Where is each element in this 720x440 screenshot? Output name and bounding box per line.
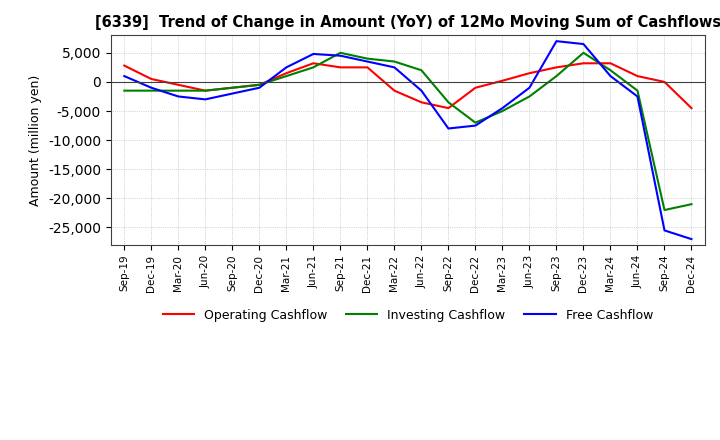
Free Cashflow bbox=[390, 65, 399, 70]
Free Cashflow bbox=[552, 39, 561, 44]
Operating Cashflow bbox=[309, 61, 318, 66]
Operating Cashflow bbox=[282, 70, 291, 76]
Free Cashflow bbox=[147, 85, 156, 90]
Free Cashflow bbox=[309, 51, 318, 57]
Operating Cashflow bbox=[336, 65, 345, 70]
Free Cashflow bbox=[120, 73, 129, 79]
Operating Cashflow bbox=[147, 77, 156, 82]
Operating Cashflow bbox=[390, 88, 399, 93]
Line: Free Cashflow: Free Cashflow bbox=[125, 41, 691, 239]
Title: [6339]  Trend of Change in Amount (YoY) of 12Mo Moving Sum of Cashflows: [6339] Trend of Change in Amount (YoY) o… bbox=[95, 15, 720, 30]
Investing Cashflow bbox=[174, 88, 183, 93]
Operating Cashflow bbox=[444, 106, 453, 111]
Investing Cashflow bbox=[201, 88, 210, 93]
Investing Cashflow bbox=[390, 59, 399, 64]
Operating Cashflow bbox=[498, 78, 507, 84]
Y-axis label: Amount (million yen): Amount (million yen) bbox=[30, 74, 42, 206]
Operating Cashflow bbox=[525, 70, 534, 76]
Investing Cashflow bbox=[552, 73, 561, 79]
Investing Cashflow bbox=[309, 65, 318, 70]
Investing Cashflow bbox=[147, 88, 156, 93]
Investing Cashflow bbox=[444, 99, 453, 105]
Investing Cashflow bbox=[606, 68, 615, 73]
Operating Cashflow bbox=[471, 85, 480, 90]
Operating Cashflow bbox=[687, 106, 696, 111]
Operating Cashflow bbox=[174, 82, 183, 88]
Line: Operating Cashflow: Operating Cashflow bbox=[125, 63, 691, 108]
Free Cashflow bbox=[444, 126, 453, 131]
Free Cashflow bbox=[417, 88, 426, 93]
Investing Cashflow bbox=[417, 68, 426, 73]
Free Cashflow bbox=[471, 123, 480, 128]
Free Cashflow bbox=[282, 65, 291, 70]
Operating Cashflow bbox=[417, 99, 426, 105]
Free Cashflow bbox=[660, 228, 669, 233]
Free Cashflow bbox=[579, 41, 588, 47]
Investing Cashflow bbox=[471, 120, 480, 125]
Free Cashflow bbox=[255, 85, 264, 90]
Legend: Operating Cashflow, Investing Cashflow, Free Cashflow: Operating Cashflow, Investing Cashflow, … bbox=[158, 304, 658, 327]
Investing Cashflow bbox=[498, 108, 507, 114]
Operating Cashflow bbox=[660, 79, 669, 84]
Operating Cashflow bbox=[255, 82, 264, 88]
Operating Cashflow bbox=[120, 63, 129, 68]
Investing Cashflow bbox=[633, 88, 642, 93]
Investing Cashflow bbox=[525, 94, 534, 99]
Investing Cashflow bbox=[579, 50, 588, 55]
Operating Cashflow bbox=[606, 61, 615, 66]
Free Cashflow bbox=[525, 85, 534, 90]
Investing Cashflow bbox=[282, 73, 291, 79]
Free Cashflow bbox=[363, 59, 372, 64]
Free Cashflow bbox=[174, 94, 183, 99]
Free Cashflow bbox=[336, 53, 345, 59]
Investing Cashflow bbox=[228, 85, 237, 90]
Free Cashflow bbox=[498, 106, 507, 111]
Investing Cashflow bbox=[336, 50, 345, 55]
Free Cashflow bbox=[228, 91, 237, 96]
Free Cashflow bbox=[606, 73, 615, 79]
Line: Investing Cashflow: Investing Cashflow bbox=[125, 53, 691, 210]
Free Cashflow bbox=[201, 97, 210, 102]
Operating Cashflow bbox=[579, 61, 588, 66]
Investing Cashflow bbox=[363, 56, 372, 61]
Operating Cashflow bbox=[363, 65, 372, 70]
Investing Cashflow bbox=[660, 207, 669, 213]
Free Cashflow bbox=[633, 94, 642, 99]
Operating Cashflow bbox=[228, 85, 237, 90]
Operating Cashflow bbox=[633, 73, 642, 79]
Investing Cashflow bbox=[120, 88, 129, 93]
Investing Cashflow bbox=[255, 82, 264, 88]
Free Cashflow bbox=[687, 236, 696, 242]
Operating Cashflow bbox=[201, 88, 210, 93]
Investing Cashflow bbox=[687, 202, 696, 207]
Operating Cashflow bbox=[552, 65, 561, 70]
